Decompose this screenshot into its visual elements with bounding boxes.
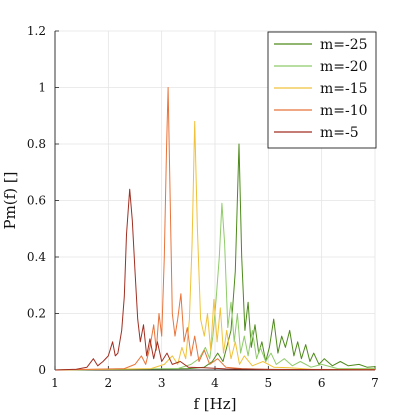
y-axis-label: Pm(f) [] <box>1 171 19 229</box>
series-layer <box>54 87 376 371</box>
y-tick-label: 0.6 <box>27 194 46 208</box>
x-tick-label: 7 <box>371 376 379 390</box>
x-tick-label: 6 <box>318 376 326 390</box>
x-tick-label: 1 <box>51 376 59 390</box>
y-tick-label: 1.2 <box>27 24 46 38</box>
legend-label-2: m=-15 <box>320 81 368 97</box>
legend-label-1: m=-20 <box>320 59 368 75</box>
x-tick-label: 5 <box>265 376 273 390</box>
y-tick-label: 0.8 <box>27 137 46 151</box>
tick-labels: 1 2 3 4 5 6 7 0 0.2 0.4 0.6 0.8 1 1.2 <box>27 24 379 390</box>
series-line-3 <box>54 87 376 371</box>
x-tick-label: 3 <box>158 376 166 390</box>
legend-label-3: m=-10 <box>320 103 368 119</box>
y-tick-label: 0.2 <box>27 307 46 321</box>
series-line-4 <box>54 188 376 371</box>
x-tick-label: 4 <box>211 376 219 390</box>
y-tick-label: 0.4 <box>27 250 46 264</box>
series-line-1 <box>54 202 375 371</box>
y-tick-label: 0 <box>38 363 46 377</box>
legend: m=-25 m=-20 m=-15 m=-10 m=-5 <box>267 31 377 149</box>
series-line-2 <box>54 120 376 371</box>
legend-label-0: m=-25 <box>320 37 368 53</box>
legend-box <box>267 31 377 149</box>
x-axis-label: f [Hz] <box>193 395 236 413</box>
x-tick-label: 2 <box>105 376 113 390</box>
series-line-0 <box>54 143 376 371</box>
y-tick-label: 1 <box>38 81 46 95</box>
legend-label-4: m=-5 <box>320 125 359 141</box>
